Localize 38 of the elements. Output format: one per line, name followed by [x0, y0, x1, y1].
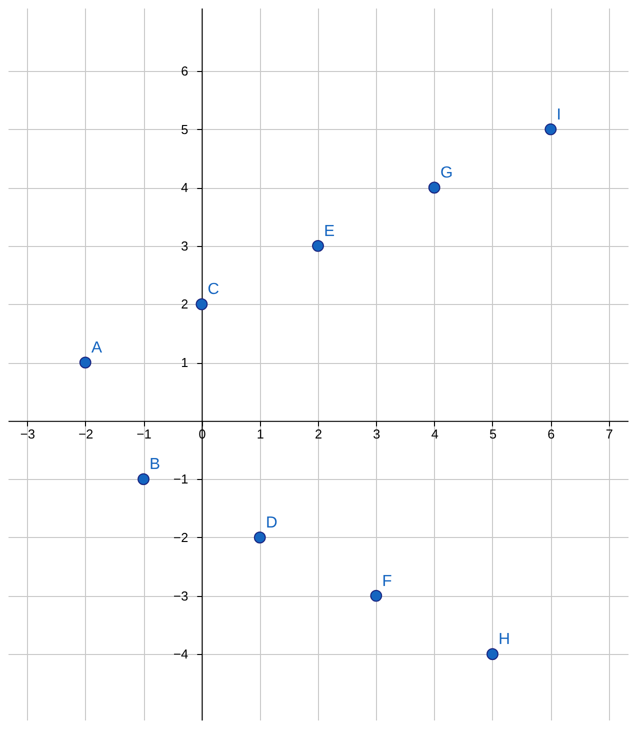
x-tick-label: 2 — [314, 426, 322, 442]
point — [138, 473, 150, 486]
annotation: F — [382, 572, 392, 590]
y-tick-label: −4 — [173, 646, 188, 662]
annotation: H — [498, 631, 510, 648]
annotation: C — [208, 281, 220, 298]
point — [79, 356, 92, 369]
x-tick-label: −1 — [136, 426, 152, 442]
point — [370, 590, 382, 602]
x-tick-label: 6 — [548, 426, 555, 442]
y-tick-label: 4 — [180, 180, 188, 196]
point — [544, 123, 557, 136]
y-tick-label: 3 — [180, 238, 188, 254]
x-tick-label: 4 — [431, 426, 438, 442]
y-tick-label: 5 — [180, 122, 188, 137]
y-tick-label: −3 — [173, 588, 188, 604]
x-tick-label: 3 — [373, 426, 380, 442]
y-tick-label: −1 — [173, 472, 188, 487]
annotation: A — [91, 340, 102, 357]
x-tick-label: 7 — [606, 426, 613, 442]
y-tick-label: 2 — [180, 296, 188, 312]
annotation: E — [324, 222, 335, 240]
annotation: G — [440, 164, 453, 182]
y-tick-label: 1 — [180, 355, 188, 370]
point — [312, 240, 324, 252]
point — [428, 182, 440, 194]
y-tick-label: −2 — [173, 530, 188, 545]
point — [254, 532, 266, 544]
x-tick-label: 1 — [256, 426, 264, 442]
annotation: B — [150, 456, 160, 474]
y-tick-label: 6 — [180, 63, 188, 78]
annotation: I — [556, 106, 562, 124]
point — [486, 648, 498, 660]
point — [196, 298, 208, 310]
x-tick-label: −3 — [20, 426, 36, 442]
annotation: D — [266, 514, 278, 532]
x-tick-label: −2 — [78, 426, 94, 442]
x-tick-label: 5 — [489, 426, 497, 442]
